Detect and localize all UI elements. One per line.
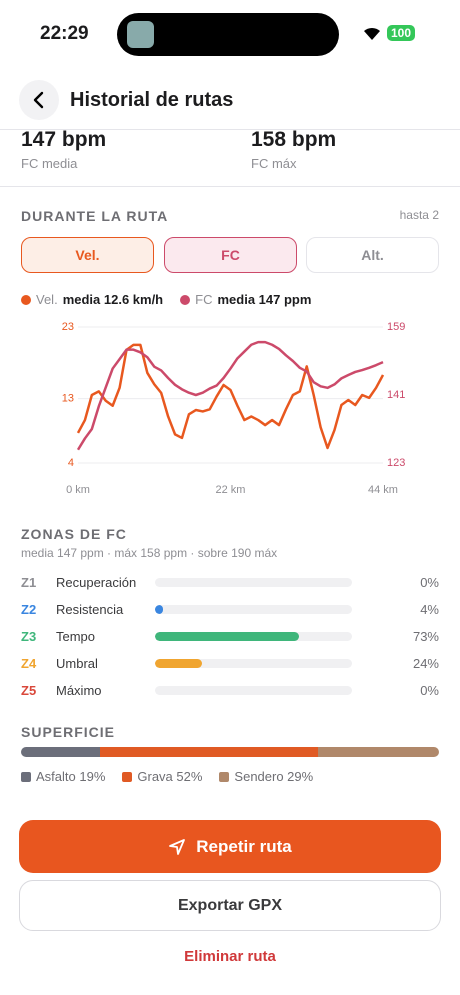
divider [0, 186, 460, 187]
time: 22:29 [40, 23, 89, 44]
zone-code: Z5 [21, 683, 37, 698]
legend-dot [180, 294, 191, 305]
zone-code: Z2 [21, 602, 37, 617]
legend-label: Grava 52% [137, 769, 203, 784]
x-tick-label: 0 km [66, 484, 90, 496]
zone-code: Z3 [21, 629, 37, 644]
legend-swatch [122, 771, 133, 782]
x-tick-label: 22 km [216, 484, 246, 496]
surface-bar [21, 747, 439, 757]
zone-bar [155, 605, 163, 614]
zone-track [155, 578, 352, 587]
page-title: Historial de rutas [70, 89, 234, 111]
export-button[interactable]: Exportar GPX [19, 880, 441, 931]
chart: 4 13 23 123 141 159 0 km 22 km 44 km [62, 321, 406, 496]
delete-button[interactable]: Eliminar ruta [184, 948, 276, 965]
y2-tick-label: 159 [387, 321, 405, 333]
legend-swatch [219, 771, 230, 782]
zone-name: Tempo [56, 629, 96, 644]
surface-segment [100, 747, 318, 757]
zone-code: Z4 [21, 656, 37, 671]
zone-percent: 0% [420, 683, 439, 698]
series-line [76, 340, 384, 451]
zone-bar [155, 632, 299, 641]
zone-track [155, 632, 352, 641]
y-tick-label: 4 [68, 457, 74, 469]
y-tick-label: 23 [62, 321, 74, 333]
legend-swatch [21, 771, 31, 782]
zone-percent: 4% [420, 602, 439, 617]
stat-label: FC media [21, 156, 78, 171]
zone-code: Z1 [21, 575, 37, 590]
zone-track [155, 659, 352, 668]
y-tick-label: 13 [62, 392, 74, 404]
y2-tick-label: 141 [387, 389, 405, 401]
button-label: Repetir ruta [196, 836, 292, 856]
series-line [76, 343, 385, 450]
stat-value: 158 bpm [251, 128, 337, 151]
section-title: DURANTE LA RUTA [21, 208, 169, 224]
legend-summary: media 147 ppm [217, 292, 312, 307]
tab-alt[interactable]: Alt. [306, 237, 439, 273]
legend-dot [21, 294, 31, 305]
section-subtitle: media 147 ppm · máx 158 ppm · sobre 190 … [21, 546, 278, 560]
battery: 100 [387, 25, 415, 41]
zone-percent: 73% [412, 629, 439, 644]
app-icon [127, 21, 154, 48]
legend: Vel. media 12.6 km/h FC media 147 ppm [21, 292, 311, 307]
section-title: ZONAS DE FC [21, 526, 127, 542]
zone-name: Recuperación [56, 575, 137, 590]
x-tick-label: 44 km [368, 484, 398, 496]
zone-bar [155, 659, 203, 668]
zone-name: Máximo [56, 683, 102, 698]
section-title: SUPERFICIE [21, 724, 116, 740]
repeat-button[interactable]: Repetir ruta [19, 820, 441, 873]
wifi-icon [364, 27, 380, 40]
zone-track [155, 686, 352, 695]
legend-summary: media 12.6 km/h [62, 292, 164, 307]
surface-legend: Asfalto 19% Grava 52% Sendero 29% [21, 769, 325, 784]
zone-percent: 0% [420, 575, 439, 590]
legend-name: FC [195, 292, 213, 307]
divider [0, 129, 460, 130]
zone-name: Resistencia [56, 602, 124, 617]
y2-tick-label: 123 [387, 457, 405, 469]
stat-value: 147 bpm [21, 128, 107, 151]
dynamic-island [117, 13, 339, 56]
stat-label: FC máx [251, 156, 297, 171]
section-note: hasta 2 [399, 208, 439, 222]
legend-label: Sendero 29% [234, 769, 314, 784]
surface-segment [317, 747, 439, 757]
legend-name: Vel. [36, 292, 58, 307]
zone-percent: 24% [412, 656, 439, 671]
zone-name: Umbral [56, 656, 98, 671]
tab-vel[interactable]: Vel. [21, 237, 154, 273]
surface-segment [21, 747, 101, 757]
legend-label: Asfalto 19% [36, 769, 106, 784]
tab-fc[interactable]: FC [164, 237, 297, 273]
zone-track [155, 605, 352, 614]
back-button[interactable] [19, 80, 59, 120]
